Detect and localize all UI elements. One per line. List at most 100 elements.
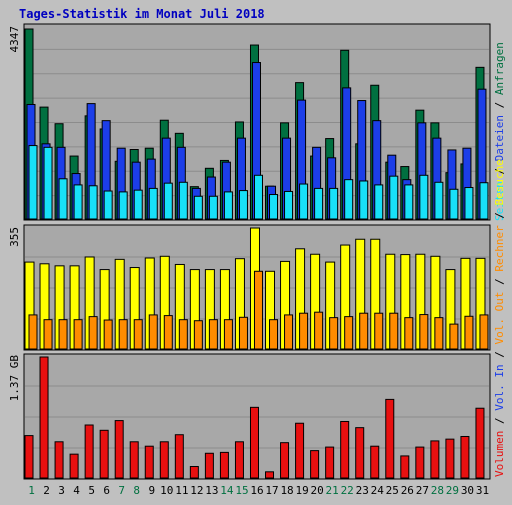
sites-bar	[374, 312, 384, 350]
volume-bar	[475, 407, 485, 479]
volume-bar	[430, 440, 440, 479]
sites-bar	[43, 319, 53, 350]
day-label: 16	[250, 484, 263, 497]
day-label: 12	[190, 484, 203, 497]
pages-bar	[479, 182, 489, 220]
day-label: 28	[431, 484, 444, 497]
pages-bar	[58, 178, 68, 220]
pages-bar	[178, 181, 188, 220]
sites-bar	[133, 319, 143, 350]
sites-bar	[193, 320, 203, 350]
pages-bar	[314, 187, 324, 220]
sites-bar	[88, 316, 98, 350]
pages-bar	[208, 195, 218, 220]
sites-bar	[434, 317, 444, 350]
hits-files-pages-bars	[24, 28, 489, 220]
legend-sep-2: /	[493, 95, 506, 115]
day-label: 14	[220, 484, 234, 497]
pages-bar	[374, 184, 384, 220]
day-label: 17	[265, 484, 278, 497]
sites-bar	[314, 311, 324, 350]
sites-bar	[359, 312, 369, 350]
visits-sites-bars	[24, 227, 489, 350]
sites-bar	[419, 314, 429, 350]
pages-bar	[329, 187, 339, 220]
sites-bar	[284, 314, 294, 350]
day-label: 18	[280, 484, 293, 497]
volume-bar	[84, 424, 94, 479]
day-label: 27	[416, 484, 429, 497]
day-label: 21	[326, 484, 339, 497]
pages-bar	[359, 180, 369, 220]
day-label: 22	[341, 484, 354, 497]
day-label: 20	[311, 484, 324, 497]
legend-besuche: Besuche	[493, 159, 506, 205]
day-label: 9	[148, 484, 155, 497]
sites-bar	[464, 315, 474, 350]
day-label: 29	[446, 484, 459, 497]
volume-bar	[219, 451, 229, 479]
sites-bar	[253, 270, 263, 350]
sites-bar	[28, 314, 38, 350]
volume-bar	[355, 427, 365, 479]
pages-bar	[193, 195, 203, 220]
volume-bar	[69, 453, 79, 479]
pages-bar	[103, 190, 113, 220]
legend-sep-6: /	[493, 205, 506, 225]
pages-bar	[389, 175, 399, 220]
day-label: 1	[28, 484, 35, 497]
sites-bar	[118, 319, 128, 350]
sites-bar	[208, 319, 218, 350]
volume-bar	[400, 455, 410, 479]
volume-bar	[24, 435, 34, 479]
top-max-label: 4347	[8, 26, 21, 53]
day-labels: 1 2 3 4 5 6 7 8 9 10 11 12 13 14 15 16 17 18 19 20 21 22 23 24 2…	[28, 484, 489, 497]
volume-bar	[370, 445, 380, 479]
volume-bar	[159, 441, 169, 479]
lower-right-legend: Volumen / Vol. In / Vol. Out / Rechner /…	[493, 159, 506, 477]
day-label: 11	[175, 484, 188, 497]
volume-bar	[265, 471, 275, 479]
volume-bar	[295, 422, 305, 479]
sites-bar	[73, 319, 83, 350]
legend-vol-out: Vol. Out	[493, 292, 506, 345]
pages-bar	[253, 174, 263, 220]
volume-bar	[99, 429, 109, 479]
day-label: 13	[205, 484, 218, 497]
pages-bar	[133, 189, 143, 220]
day-label: 30	[461, 484, 474, 497]
volume-bar	[385, 398, 395, 479]
pages-bar	[43, 146, 53, 220]
sites-bar	[329, 317, 339, 350]
legend-rechner: Rechner	[493, 225, 506, 272]
sites-bar	[344, 316, 354, 350]
volume-bar	[445, 438, 455, 479]
pages-bar	[344, 179, 354, 220]
pages-bar	[464, 187, 474, 220]
day-label: 3	[58, 484, 65, 497]
pages-bar	[238, 190, 248, 220]
sites-bar	[269, 319, 279, 350]
sites-bar	[238, 316, 248, 350]
pages-bar	[28, 145, 38, 220]
pages-bar	[284, 190, 294, 220]
volume-bar	[234, 441, 244, 479]
sites-bar	[178, 319, 188, 350]
legend-sep-3: /	[493, 411, 506, 431]
pages-bar	[163, 182, 173, 220]
day-label: 5	[88, 484, 95, 497]
pages-bar	[299, 183, 309, 220]
sites-bar	[404, 317, 414, 350]
day-label: 19	[295, 484, 308, 497]
volume-bar	[144, 445, 154, 479]
volume-bar	[460, 435, 470, 479]
legend-sep-1: /	[493, 161, 506, 181]
sites-bar	[58, 319, 68, 350]
sites-bar	[223, 319, 233, 350]
pages-bar	[269, 194, 279, 220]
sites-bar	[148, 314, 158, 350]
volume-bar	[415, 446, 425, 479]
sites-bar	[389, 312, 399, 350]
